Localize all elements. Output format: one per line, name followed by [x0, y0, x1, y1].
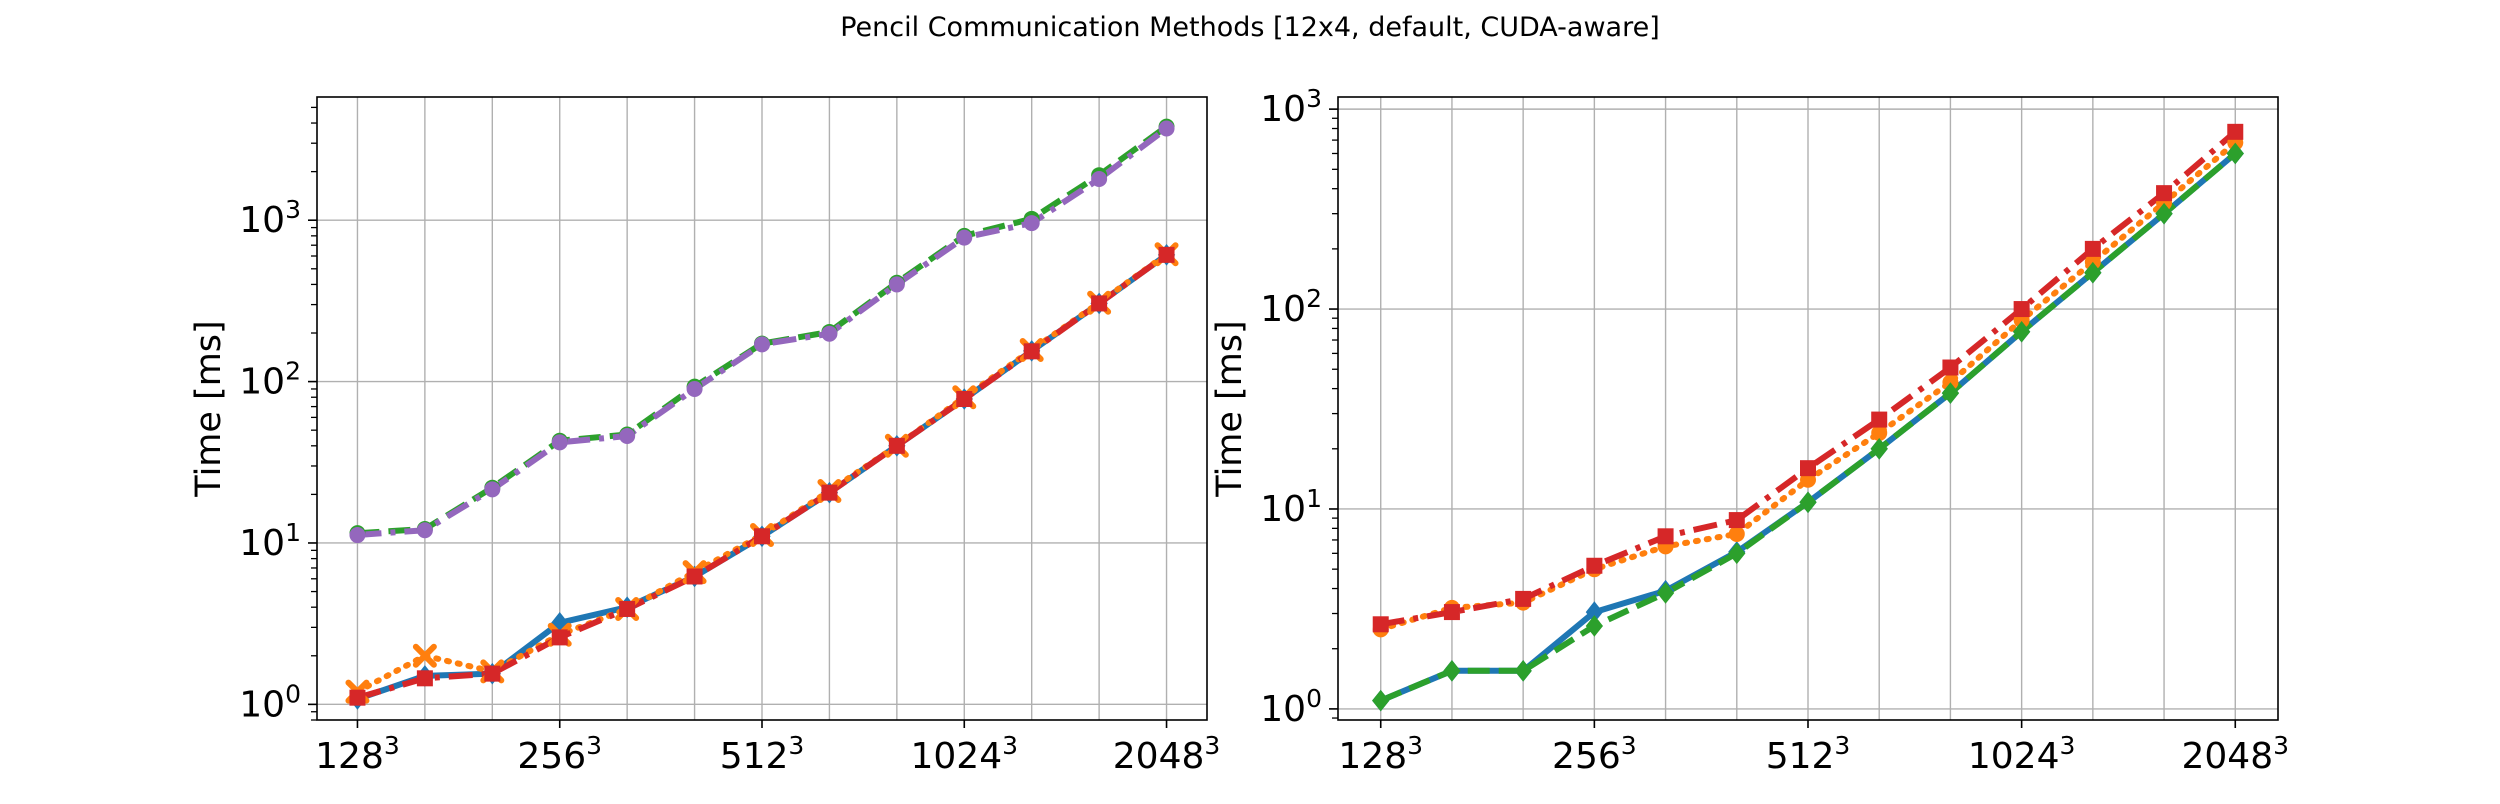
series-5-point — [686, 380, 703, 397]
series-5-point — [1091, 171, 1108, 188]
series-3-point — [1870, 437, 1888, 460]
series-2-point — [1871, 424, 1888, 441]
y-tick-label: 102 — [239, 357, 301, 403]
y-tick-label: 101 — [239, 518, 301, 564]
series-4-point — [1657, 528, 1674, 545]
series-4-point — [821, 484, 838, 501]
x-tick-label: 1283 — [315, 731, 400, 777]
y-tick-label: 103 — [1260, 84, 1322, 130]
y-tick-label: 100 — [1260, 684, 1322, 730]
x-tick-label: 20483 — [1113, 731, 1221, 777]
series-4-point — [1515, 590, 1532, 607]
series-4-point — [2227, 123, 2244, 140]
series-4-point — [551, 629, 568, 646]
series-5-point — [551, 434, 568, 451]
x-tick-label: 5123 — [720, 731, 805, 777]
subplot-1: 1283 2563 5123 10243 20483 100 101 102 103 Time [… — [189, 96, 1221, 777]
series-4-point — [2156, 185, 2173, 202]
series-4-markers — [1372, 123, 2244, 633]
series-5-point — [1158, 120, 1175, 137]
series-4-point — [1942, 359, 1959, 376]
series-5-markers — [349, 120, 1175, 544]
series-4-point — [1372, 616, 1389, 633]
series-3-point — [2012, 320, 2031, 343]
x-tick-label: 10243 — [1968, 731, 2076, 777]
series-4-point — [1091, 295, 1108, 312]
series-5-point — [619, 428, 636, 445]
series-3-point — [1799, 491, 1817, 514]
x-tick-label: 5123 — [1766, 731, 1851, 777]
y-axis-label: Time [ms] — [189, 320, 229, 497]
series-4-point — [416, 670, 433, 687]
series-3-point — [1443, 660, 1461, 682]
series-4-point — [1728, 512, 1745, 529]
series-4-point — [484, 665, 501, 682]
series-4-point — [619, 600, 636, 617]
x-tick-label: 1283 — [1338, 731, 1423, 777]
series-4-point — [1871, 411, 1888, 428]
series-3-point — [1372, 689, 1390, 712]
y-tick-label: 100 — [239, 679, 301, 725]
series-4-point — [754, 528, 770, 545]
series-3-point — [1728, 542, 1746, 565]
series-4-point — [2013, 301, 2030, 318]
series-5-point — [1023, 215, 1040, 232]
y-tick-label: 102 — [1260, 284, 1322, 330]
series-5-point — [956, 229, 973, 246]
series-3-point — [2226, 142, 2244, 165]
series-4-point — [1443, 604, 1460, 621]
series-4-point — [686, 568, 703, 585]
series-5-point — [754, 336, 770, 353]
x-tick-label: 10243 — [911, 731, 1019, 777]
series-3-point — [1941, 382, 1960, 404]
x-tick-label: 2563 — [1552, 731, 1637, 777]
series-3-markers — [1372, 142, 2244, 712]
y-axis-label: Time [ms] — [1210, 320, 1250, 497]
series-4-point — [956, 391, 973, 408]
series-5-point — [821, 325, 838, 342]
x-tick-label: 20483 — [2182, 731, 2290, 777]
series-5-point — [484, 481, 501, 498]
series-4-point — [349, 689, 366, 706]
series-4-point — [1586, 557, 1603, 574]
series-3-point — [1656, 582, 1675, 604]
series-4-point — [1800, 460, 1816, 477]
subplot-2: 1283 2563 5123 10243 20483 100 101 102 103 Time [… — [1210, 84, 2289, 777]
series-4-point — [2084, 240, 2101, 257]
figure-title: Pencil Communication Methods [12x4, defa… — [840, 12, 1660, 43]
series-3-point — [2155, 202, 2173, 225]
series-4-point — [888, 437, 905, 454]
series-3-point — [1514, 660, 1532, 682]
series-4-point — [1158, 246, 1175, 263]
x-tick-label: 2563 — [517, 731, 602, 777]
series-5-point — [888, 276, 905, 293]
y-tick-label: 101 — [1260, 484, 1322, 530]
series-5-point — [416, 522, 433, 539]
series-4-markers — [349, 246, 1175, 706]
series-2-point — [1728, 525, 1745, 542]
y-tick-label: 103 — [239, 195, 301, 241]
series-4-point — [1023, 343, 1040, 360]
series-5-point — [349, 527, 366, 544]
series-3-point — [2084, 261, 2102, 284]
series-3-point — [1585, 615, 1604, 637]
series-2-point — [412, 643, 437, 668]
